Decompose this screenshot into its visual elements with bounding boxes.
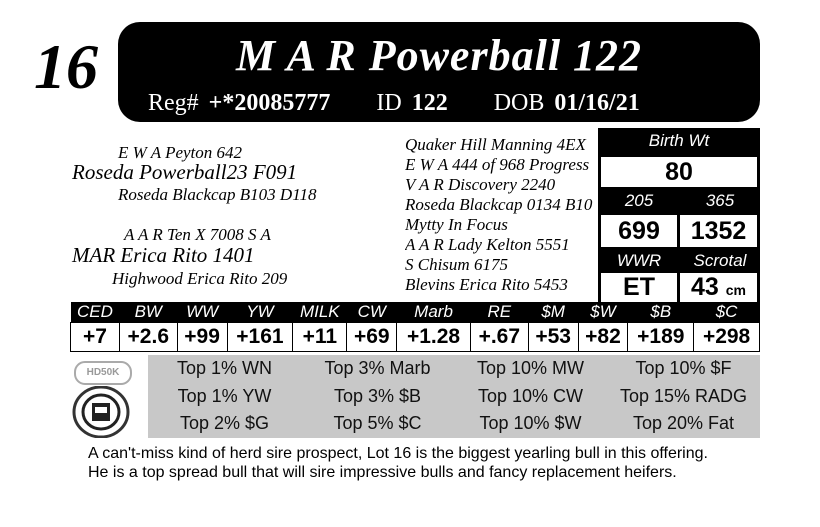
id-value: 122 <box>411 90 448 116</box>
scrotal-unit: cm <box>725 282 746 298</box>
reg-label: Reg# <box>148 90 199 116</box>
ranking: Top 15% RADG <box>619 385 748 406</box>
pedigree-right-1: E W A 444 of 968 Progress <box>405 155 590 174</box>
w365-label: 365 <box>705 191 735 210</box>
epd-value: +82 <box>577 322 629 352</box>
sire-sire: E W A Peyton 642 <box>118 143 243 162</box>
title-banner: M A R Powerball 122 Reg# +*20085777 ID 1… <box>118 22 760 122</box>
ranking: Top 3% $B <box>333 385 422 406</box>
epd-header: MILK <box>292 302 347 323</box>
rankings-panel: Top 1% WN Top 3% Marb Top 10% MW Top 10% $F… <box>148 355 760 438</box>
sire-dam: Roseda Blackcap B103 D118 <box>118 185 317 204</box>
ranking: Top 5% $C <box>333 413 422 434</box>
epd-value: +161 <box>226 322 294 352</box>
id-label: ID <box>376 90 402 116</box>
wwr-value: ET <box>601 273 677 302</box>
epd-header: $C <box>693 302 760 323</box>
birth-wt-label: Birth Wt <box>648 131 710 150</box>
registration-line: Reg# +*20085777 ID 122 DOB 01/16/21 <box>148 90 640 117</box>
scrotal-label: Scrotal <box>693 251 747 270</box>
pedigree-right-7: Blevins Erica Rito 5453 <box>405 275 568 294</box>
epd-value: +99 <box>176 322 228 352</box>
lot-number: 16 <box>34 31 98 102</box>
birth-wt-value: 80 <box>601 157 757 187</box>
epd-header: WW <box>177 302 228 323</box>
epd-value: +189 <box>627 322 695 352</box>
dam-dam: Highwood Erica Rito 209 <box>112 269 288 288</box>
sire: Roseda Powerball23 F091 <box>72 160 298 184</box>
w365-value: 1352 <box>680 215 757 247</box>
epd-header: $M <box>528 302 579 323</box>
epd-table: CED BW WW YW MILK CW Marb RE $M $W $B $C +7 +2.6 +99 +… <box>70 302 760 352</box>
dob-value: 01/16/21 <box>554 90 640 116</box>
w205-value: 699 <box>601 215 677 247</box>
epd-value: +2.6 <box>118 322 178 352</box>
ranking: Top 1% WN <box>176 358 273 378</box>
dam-sire: A A R Ten X 7008 S A <box>124 225 271 244</box>
w205-label: 205 <box>624 191 654 210</box>
wwr-label: WWR <box>616 251 662 270</box>
scrotal-number: 43 <box>691 273 719 301</box>
pedigree-right-0: Quaker Hill Manning 4EX <box>405 135 586 154</box>
dob-label: DOB <box>493 90 545 116</box>
epd-value: +11 <box>292 322 348 352</box>
epd-header: YW <box>227 302 293 323</box>
epd-value: +53 <box>527 322 579 352</box>
epd-header: Marb <box>396 302 471 323</box>
ranking: Top 10% $F <box>635 358 732 378</box>
animal-name: M A R Powerball 122 <box>235 31 643 80</box>
pedigree-right-5: A A R Lady Kelton 5551 <box>405 235 570 254</box>
ranking: Top 2% $G <box>179 413 270 434</box>
epd-header: $W <box>578 302 628 323</box>
epd-value: +.67 <box>469 322 529 352</box>
ranking: Top 10% $W <box>479 413 582 434</box>
performance-box: Birth Wt 80 205 365 699 1352 WWR Scrotal… <box>598 128 760 302</box>
hd50k-logo: HD50K <box>74 361 132 385</box>
angus-seal-logo <box>72 385 130 439</box>
epd-value: +298 <box>693 322 760 352</box>
pedigree-right-2: V A R Discovery 2240 <box>405 175 556 194</box>
dam: MAR Erica Rito 1401 <box>72 243 255 267</box>
epd-header-row: CED BW WW YW MILK CW Marb RE $M $W $B $C <box>70 302 760 323</box>
pedigree-right-4: Mytty In Focus <box>405 215 508 234</box>
ranking: Top 1% YW <box>177 385 272 406</box>
ranking: Top 10% MW <box>476 358 585 378</box>
ranking: Top 3% Marb <box>324 358 431 378</box>
epd-value-row: +7 +2.6 +99 +161 +11 +69 +1.28 +.67 +53 +82 +189 +2… <box>70 322 760 352</box>
epd-header: $B <box>627 302 694 323</box>
epd-value: +1.28 <box>396 322 471 352</box>
epd-header: RE <box>470 302 529 323</box>
lot-description: A can't-miss kind of herd sire prospect,… <box>88 445 708 481</box>
pedigree-right-6: S Chisum 6175 <box>405 255 508 274</box>
epd-header: CED <box>70 302 120 323</box>
ranking: Top 10% CW <box>477 385 584 406</box>
reg-number: +*20085777 <box>208 90 331 116</box>
epd-value: +7 <box>70 322 120 352</box>
epd-header: BW <box>119 302 178 323</box>
epd-value: +69 <box>346 322 398 352</box>
pedigree-right-3: Roseda Blackcap 0134 B10 <box>405 195 593 214</box>
scrotal-value: 43 cm <box>680 273 757 302</box>
ranking: Top 20% Fat <box>632 413 735 434</box>
epd-header: CW <box>346 302 397 323</box>
